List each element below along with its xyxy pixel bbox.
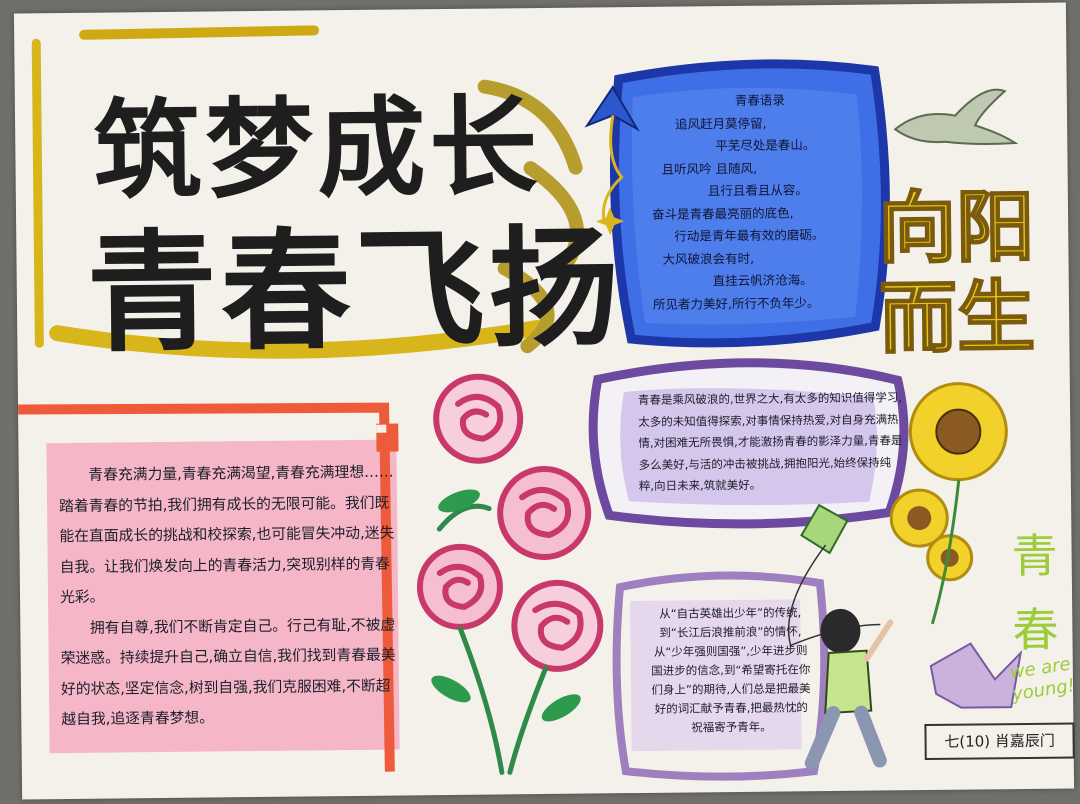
quote-line: 所见者力美好,所行不负年少。 — [652, 294, 820, 312]
quote-line: 且行且看且从容。 — [707, 182, 808, 199]
dove-icon — [893, 88, 1019, 145]
quote-line: 追风赶月莫停留, — [675, 115, 767, 132]
side-qingchun: 青 春 — [1004, 519, 1066, 668]
quote-line: 奋斗是青春最亮丽的底色, — [651, 204, 794, 222]
paper-crane-icon — [929, 642, 1023, 709]
purple-box-text: 青春是乘风破浪的,世界之大,有太多的知识值得学习,太多的未知值得探索,对事情保持… — [637, 390, 903, 494]
quote-line: 且听风吟 且随风, — [661, 160, 758, 177]
left-block-pink-wash — [46, 439, 400, 754]
left-block-text: 青春充满力量,青春充满渴望,青春充满理想……踏着青春的节拍,我们拥有成长的无限可… — [59, 458, 402, 736]
decorations — [18, 25, 1023, 781]
sunflower-icon — [889, 382, 1008, 625]
child-figure-icon — [804, 608, 894, 771]
title-gold-frame — [31, 25, 585, 359]
small-box-text: 从“自古英雄出少年”的传统,到“长江后浪推前浪”的情怀,从“少年强则国强”,少年… — [651, 605, 811, 735]
blue-quote-text: 青春语录 追风赶月莫停留, 平芜尽处是春山。 且听风吟 且随风, 且行且看且从容… — [651, 89, 871, 316]
quote-line: 平芜尽处是春山。 — [715, 137, 816, 154]
class-name-label: 七(10) 肖嘉辰门 — [924, 722, 1075, 761]
blue-quote-heading: 青春语录 — [734, 92, 785, 108]
quote-line: 直挂云帆济沧海。 — [712, 272, 813, 289]
paper-plane-icon — [584, 85, 640, 236]
left-paragraph-1: 青春充满力量,青春充满渴望,青春充满理想……踏着青春的节拍,我们拥有成长的无限可… — [58, 463, 395, 607]
left-paragraph-2: 拥有自尊,我们不断肯定自己。行己有耻,不被虚荣迷惑。持续提升自己,确立自信,我们… — [60, 616, 396, 729]
quote-line: 行动是青年最有效的磨砺。 — [674, 227, 825, 244]
left-block-border — [18, 402, 395, 772]
poster-paper: 筑梦成长 青春飞扬 向阳 而生 青春语录 追风赶月莫停留, 平芜尽处是春山。 且… — [13, 2, 1076, 800]
side-qing: 青 — [1011, 528, 1058, 584]
slogan-line2: 而生 — [878, 271, 1037, 366]
rose-icon — [416, 373, 604, 775]
poster-title-line2: 青春飞扬 — [86, 211, 624, 370]
quote-line: 大风破浪会有时, — [662, 250, 755, 267]
